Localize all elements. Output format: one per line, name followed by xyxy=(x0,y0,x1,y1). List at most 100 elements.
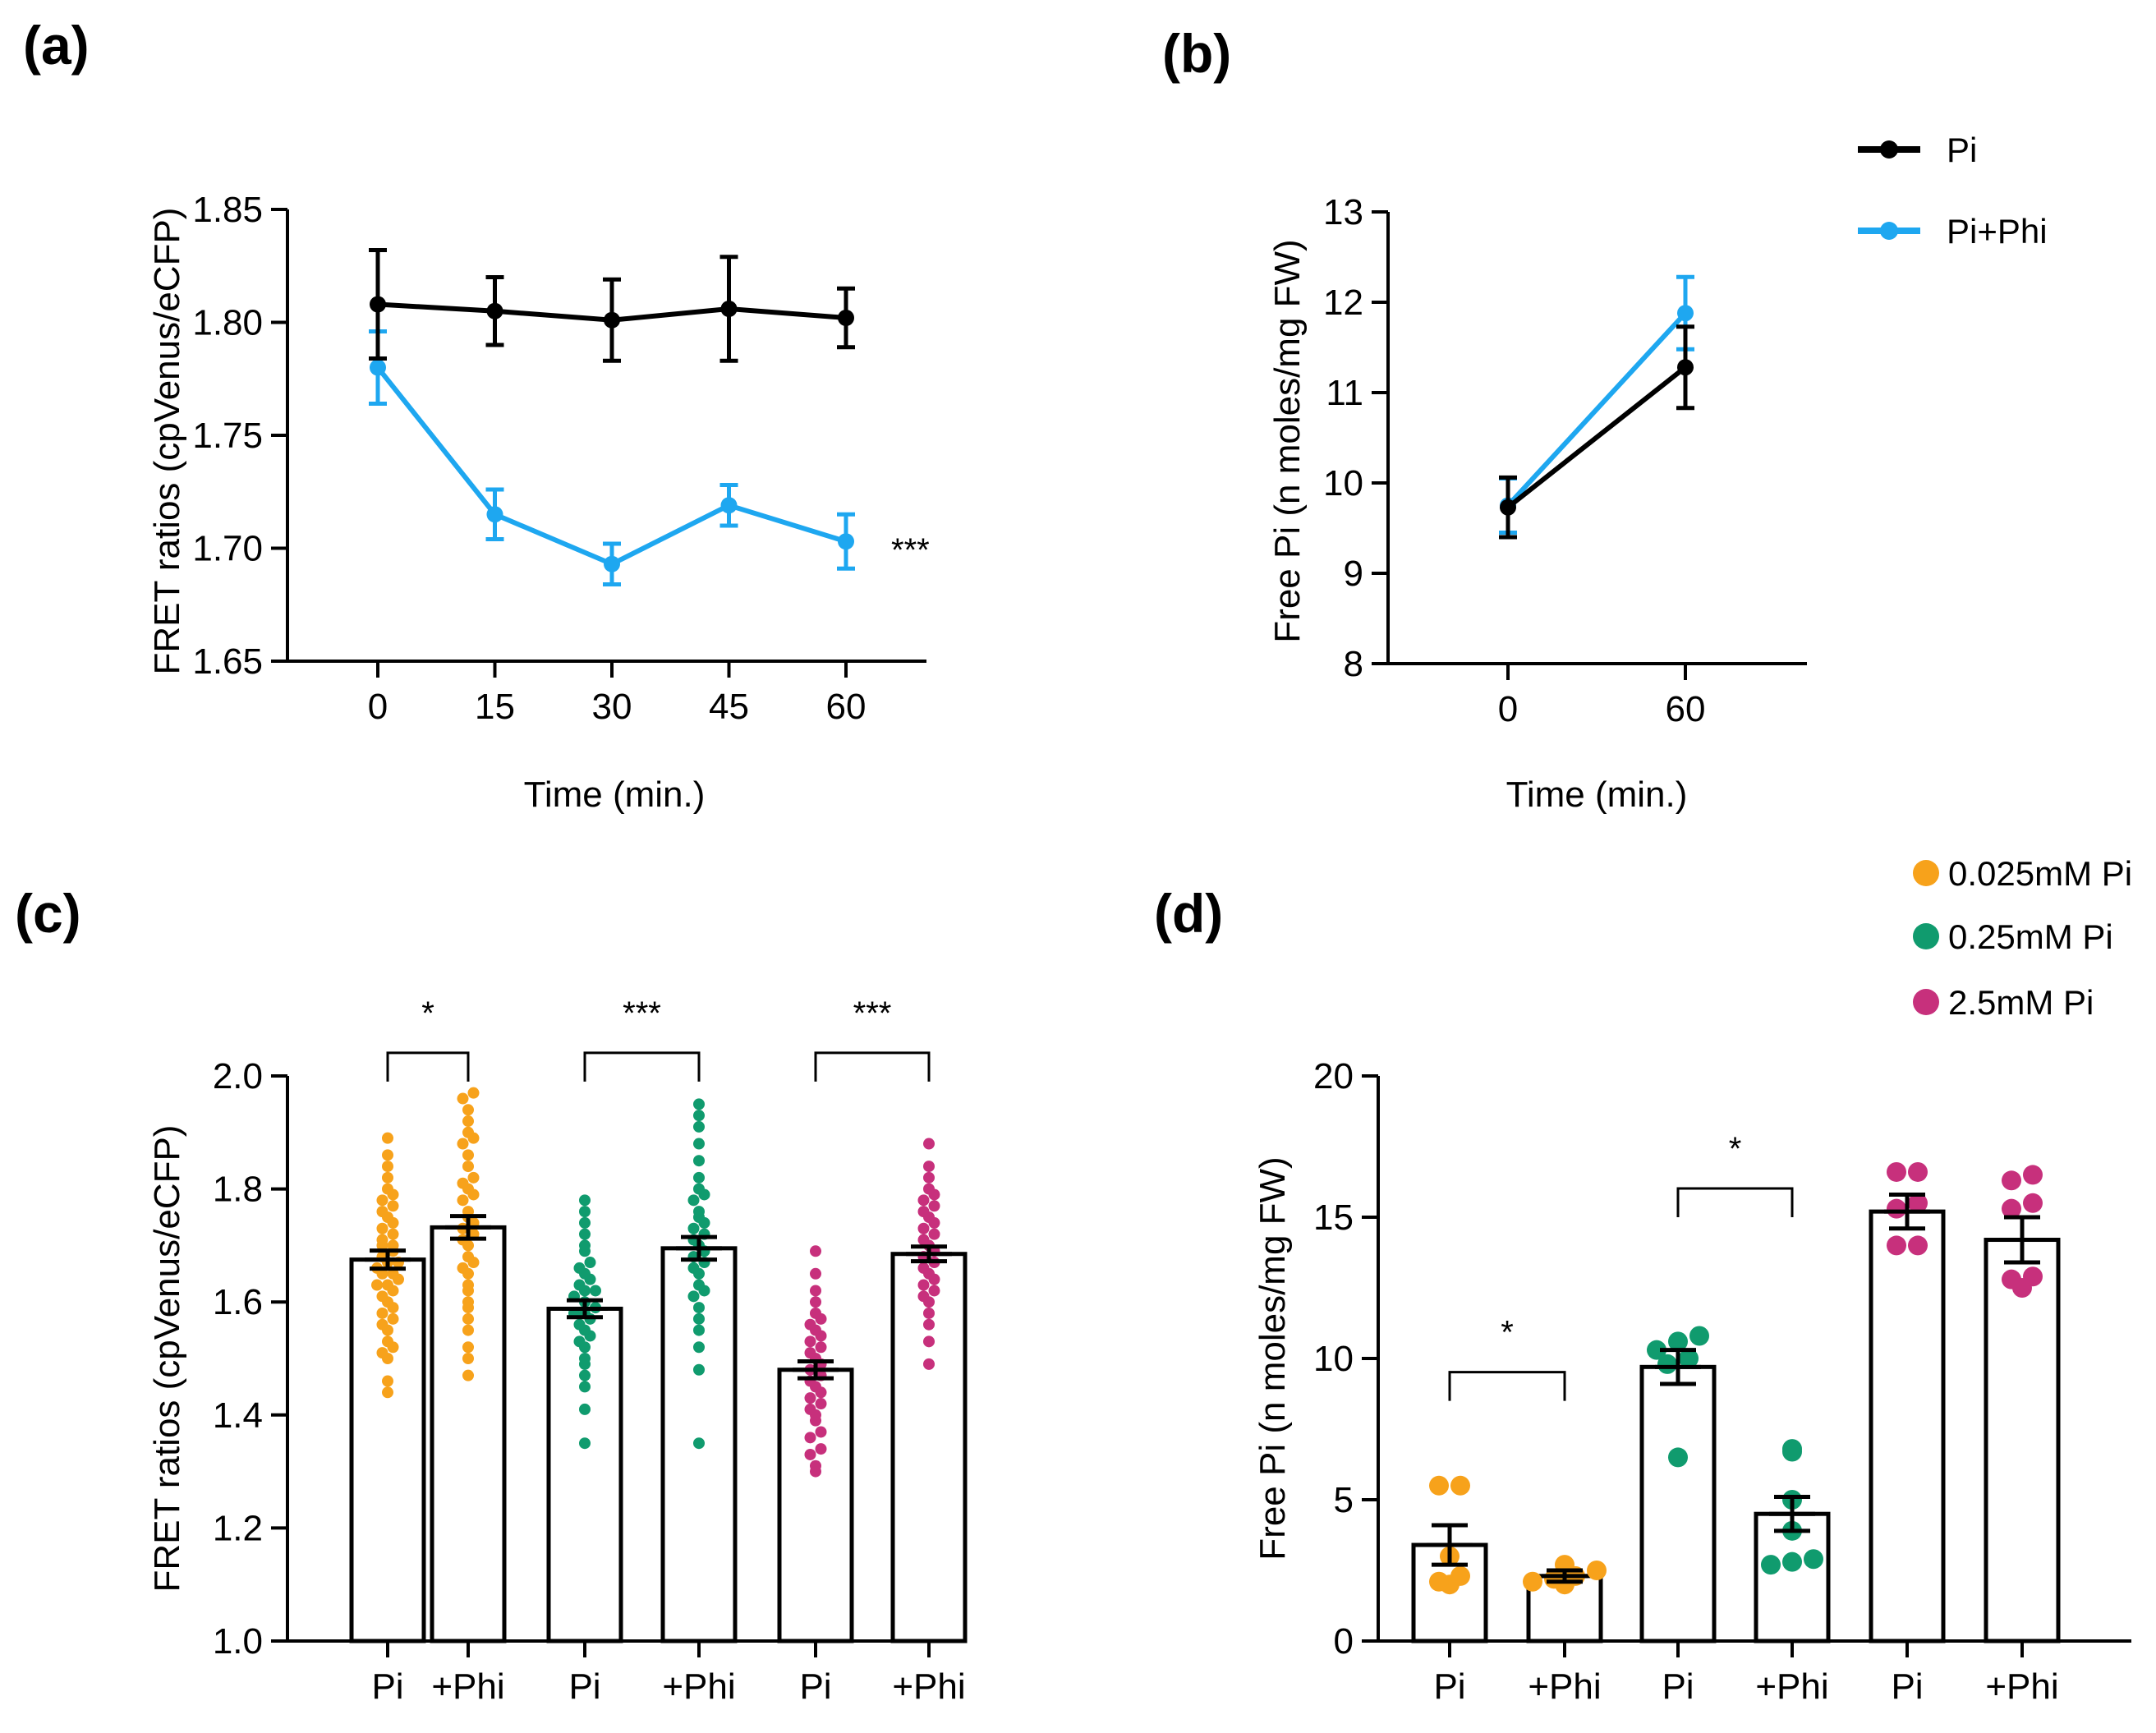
chart-d-dot-1-3 xyxy=(1544,1569,1564,1589)
panel-label-b: (b) xyxy=(1162,23,1231,84)
chart-b-x-tick-label-0: 0 xyxy=(1498,689,1518,729)
panel-label-d: (d) xyxy=(1154,883,1223,944)
chart-a-series-pi-point-1 xyxy=(486,302,503,319)
chart-a-y-tick-label-2: 1.75 xyxy=(192,416,263,456)
chart-c-dot-1-25 xyxy=(462,1161,474,1173)
chart-b-series-pi-point-0 xyxy=(1500,499,1516,516)
chart-c-sig-label-2: *** xyxy=(853,995,892,1032)
chart-b-ylabel: Free Pi (n moles/mg FW) xyxy=(1267,239,1308,642)
chart-d-dot-0-0 xyxy=(1450,1475,1470,1496)
chart-d-dot-3-5 xyxy=(1782,1551,1802,1572)
chart-a-series-piphi-line xyxy=(375,365,847,568)
chart-c-dot-4-8 xyxy=(804,1403,816,1415)
chart-c-dot-2-23 xyxy=(584,1257,596,1269)
chart-c-dot-2-29 xyxy=(579,1194,591,1207)
chart-c-dot-1-6 xyxy=(462,1296,474,1308)
chart-a-y-tick-label-1: 1.70 xyxy=(192,529,263,569)
chart-a-series-piphi-point-3 xyxy=(720,497,738,514)
chart-d-dot-1-4 xyxy=(1523,1571,1542,1592)
chart-d-dot-0-0 xyxy=(1429,1475,1449,1496)
chart-c-dot-0-14 xyxy=(371,1279,383,1291)
chart-c-dot-5-21 xyxy=(928,1200,940,1212)
chart-d-y-tick-label-3: 15 xyxy=(1313,1197,1354,1238)
chart-c-dot-2-3 xyxy=(579,1369,591,1381)
chart-a-y-tick-label-3: 1.80 xyxy=(192,303,263,343)
chart-c-x-tick-label-2: Pi xyxy=(568,1666,600,1707)
chart-c-dot-1-3 xyxy=(462,1324,474,1336)
chart-c-dot-2-10 xyxy=(573,1318,586,1331)
chart-c-dot-0-8 xyxy=(387,1312,399,1325)
chart-c-dot-0-33 xyxy=(376,1194,388,1207)
chart-c-x-tick-label-5: +Phi xyxy=(892,1666,965,1707)
legend-b-pi-label: Pi xyxy=(1947,131,1977,169)
chart-d-dot-5-5 xyxy=(2002,1269,2021,1289)
chart-c-dot-0-17 xyxy=(387,1267,399,1280)
legend-d-025-label: 0.25mM Pi xyxy=(1948,917,2113,956)
chart-a-series-piphi-point-4 xyxy=(838,533,854,550)
chart-c-dot-5-3 xyxy=(923,1307,935,1319)
chart-b-series-pi-point-1 xyxy=(1677,359,1694,376)
chart-c-x-tick-label-4: Pi xyxy=(799,1666,831,1707)
chart-c-dot-0-5 xyxy=(382,1335,393,1348)
chart-c-ylabel: FRET ratios (cpVenus/eCFP) xyxy=(147,1125,187,1593)
chart-a-y-tick-label-4: 1.85 xyxy=(192,190,263,230)
chart-b-y-tick-label-2: 10 xyxy=(1323,463,1363,503)
chart-d-x-tick-label-0: Pi xyxy=(1433,1666,1465,1707)
chart-c-dot-5-22 xyxy=(917,1194,930,1207)
chart-c-dot-5-25 xyxy=(923,1171,935,1184)
chart-d-dot-2-5 xyxy=(1668,1447,1688,1468)
chart-a-x-tick-label-2: 30 xyxy=(592,687,632,727)
chart-c-dot-2-7 xyxy=(573,1335,586,1348)
chart-c-dot-0-7 xyxy=(376,1318,388,1331)
chart-c-dot-4-3 xyxy=(815,1443,827,1455)
chart-c-dot-5-20 xyxy=(917,1206,930,1218)
chart-c-dot-1-33 xyxy=(467,1087,480,1099)
legend-d-25-swatch xyxy=(1913,989,1939,1015)
chart-c-dot-1-4 xyxy=(462,1312,474,1325)
chart-c-dot-5-17 xyxy=(917,1222,930,1234)
chart-d-dot-3-6 xyxy=(1761,1555,1781,1575)
chart-c-dot-2-28 xyxy=(579,1206,591,1218)
chart-c-dot-3-29 xyxy=(693,1098,705,1110)
chart-d-dot-0-5 xyxy=(1450,1565,1470,1586)
chart-c-dot-1-23 xyxy=(457,1177,469,1189)
chart-c-sig-bracket-1 xyxy=(583,1051,701,1082)
chart-d-sig-bracket-1 xyxy=(1676,1187,1794,1217)
chart-c-dot-1-24 xyxy=(467,1171,480,1184)
chart-c-dot-2-5 xyxy=(579,1353,591,1364)
chart-d-bar-4 xyxy=(1869,1209,1946,1643)
chart-d-dot-2-4 xyxy=(1657,1354,1677,1374)
chart-c-dot-2-25 xyxy=(579,1239,591,1252)
chart-d-dot-5-2 xyxy=(2023,1193,2043,1213)
chart-d-dot-4-4 xyxy=(1887,1235,1906,1256)
chart-d-y-tick-label-1: 5 xyxy=(1334,1480,1354,1520)
chart-d-x-tick-label-1: +Phi xyxy=(1528,1666,1601,1707)
chart-a-series-pi-point-0 xyxy=(370,296,386,313)
plot-layer: 1.651.701.751.801.850 15 30 45 60***89101112… xyxy=(192,190,2131,1707)
chart-c-dot-0-24 xyxy=(387,1239,399,1252)
chart-c-dot-1-26 xyxy=(462,1149,474,1161)
chart-c-dot-0-32 xyxy=(387,1200,399,1212)
chart-c-dot-2-1 xyxy=(579,1403,591,1415)
chart-d-dot-5-4 xyxy=(2023,1266,2043,1287)
chart-c-dot-1-31 xyxy=(462,1104,474,1116)
chart-c-y-tick-label-1: 1.2 xyxy=(213,1508,263,1548)
chart-c-dot-4-26 xyxy=(810,1296,821,1308)
chart-b-y-tick-label-5: 13 xyxy=(1323,192,1363,232)
chart-a-series-pi-point-2 xyxy=(604,311,620,329)
chart-c-dot-3-17 xyxy=(687,1222,700,1234)
chart-c-dot-0-0 xyxy=(382,1386,393,1399)
chart-c-dot-2-2 xyxy=(579,1381,591,1393)
chart-d-y-tick-label-2: 10 xyxy=(1313,1339,1354,1379)
chart-d-dot-4-3 xyxy=(1887,1198,1906,1219)
chart-c-dot-3-24 xyxy=(693,1171,705,1184)
chart-d-dot-4-4 xyxy=(1908,1235,1928,1256)
panel-label-c: (c) xyxy=(15,883,81,944)
chart-b-x-tick-label-1: 60 xyxy=(1666,689,1706,729)
chart-c-dot-1-32 xyxy=(457,1092,469,1105)
chart-b-series-pi-line xyxy=(1506,365,1687,510)
chart-d-sig-label-1: * xyxy=(1729,1131,1742,1167)
chart-a-xlabel: Time (min.) xyxy=(524,775,706,815)
legend-b: Pi Pi+Phi xyxy=(1858,131,2048,251)
chart-c-dot-0-9 xyxy=(376,1307,388,1319)
